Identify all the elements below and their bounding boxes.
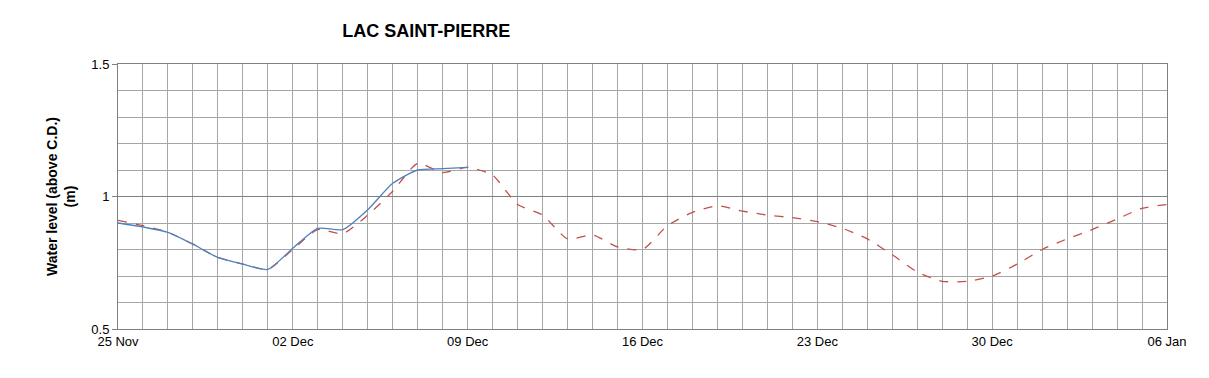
- svg-text:02 Dec: 02 Dec: [272, 334, 314, 349]
- svg-text:30 Dec: 30 Dec: [972, 334, 1014, 349]
- svg-text:LAC SAINT-PIERRE: LAC SAINT-PIERRE: [342, 21, 510, 41]
- svg-text:09 Dec: 09 Dec: [447, 334, 489, 349]
- svg-text:0.5: 0.5: [91, 322, 109, 337]
- svg-text:23 Dec: 23 Dec: [797, 334, 839, 349]
- svg-text:25 Nov: 25 Nov: [97, 334, 139, 349]
- svg-text:06 Jan: 06 Jan: [1147, 334, 1186, 349]
- svg-text:1.5: 1.5: [91, 57, 109, 72]
- svg-text:Water level (above C.D.)(m): Water level (above C.D.)(m): [44, 117, 78, 276]
- svg-text:1: 1: [102, 189, 109, 204]
- svg-text:16 Dec: 16 Dec: [622, 334, 664, 349]
